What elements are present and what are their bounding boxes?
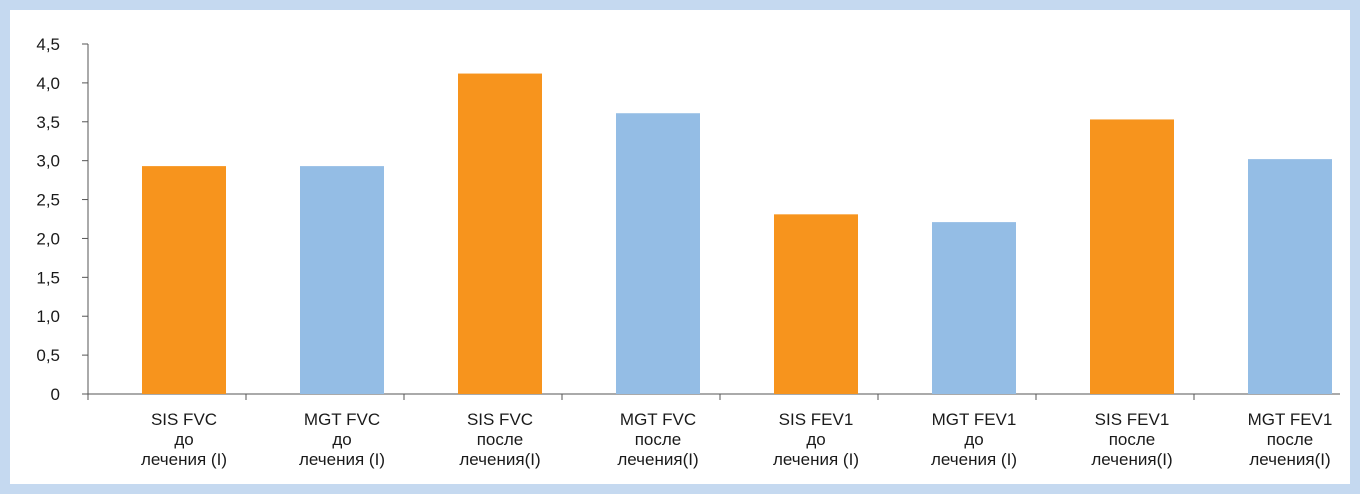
x-category-label: MGT FEV1: [932, 410, 1017, 429]
x-category-label: SIS FEV1: [779, 410, 854, 429]
x-category-label: SIS FEV1: [1095, 410, 1170, 429]
x-category-label: лечения (I): [931, 450, 1017, 469]
bar-sis-1: [142, 166, 226, 394]
bar-sis-3: [458, 73, 542, 395]
y-tick-label: 2,5: [36, 191, 60, 210]
x-category-label: SIS FVC: [467, 410, 533, 429]
y-tick-label: 3,5: [36, 113, 60, 132]
x-category-label: SIS FVC: [151, 410, 217, 429]
x-category-label: лечения(I): [1091, 450, 1172, 469]
y-tick-label: 1,5: [36, 268, 60, 287]
y-tick-label: 4,5: [36, 35, 60, 54]
x-category-label: MGT FVC: [304, 410, 380, 429]
x-category-label: до: [964, 430, 983, 449]
bar-mgt-8: [1248, 159, 1332, 394]
x-category-label: лечения (I): [299, 450, 385, 469]
x-category-label: лечения (I): [141, 450, 227, 469]
x-category-label: после: [1267, 430, 1314, 449]
y-tick-label: 1,0: [36, 307, 60, 326]
bar-sis-7: [1090, 119, 1174, 394]
bar-mgt-6: [932, 222, 1016, 394]
bar-mgt-2: [300, 166, 384, 394]
x-category-label: MGT FVC: [620, 410, 696, 429]
y-tick-label: 0,5: [36, 346, 60, 365]
x-category-label: после: [635, 430, 682, 449]
bar-mgt-4: [616, 113, 700, 394]
y-tick-label: 3,0: [36, 152, 60, 171]
bar-sis-5: [774, 214, 858, 394]
x-category-label: MGT FEV1: [1248, 410, 1333, 429]
x-category-label: лечения (I): [773, 450, 859, 469]
y-tick-label: 0: [51, 385, 60, 404]
x-category-label: лечения(I): [617, 450, 698, 469]
x-category-label: после: [1109, 430, 1156, 449]
y-tick-label: 2,0: [36, 229, 60, 248]
x-category-label: после: [477, 430, 524, 449]
y-tick-label: 4,0: [36, 74, 60, 93]
x-category-label: лечения(I): [459, 450, 540, 469]
x-category-label: до: [174, 430, 193, 449]
chart-panel: 0 0,5 1,0 1,5 2,0 2,5 3,0 3,5 4,0 4,5 SIS FVC до леч…: [10, 10, 1350, 484]
x-category-label: лечения(I): [1249, 450, 1330, 469]
x-category-label: до: [332, 430, 351, 449]
x-category-label: до: [806, 430, 825, 449]
